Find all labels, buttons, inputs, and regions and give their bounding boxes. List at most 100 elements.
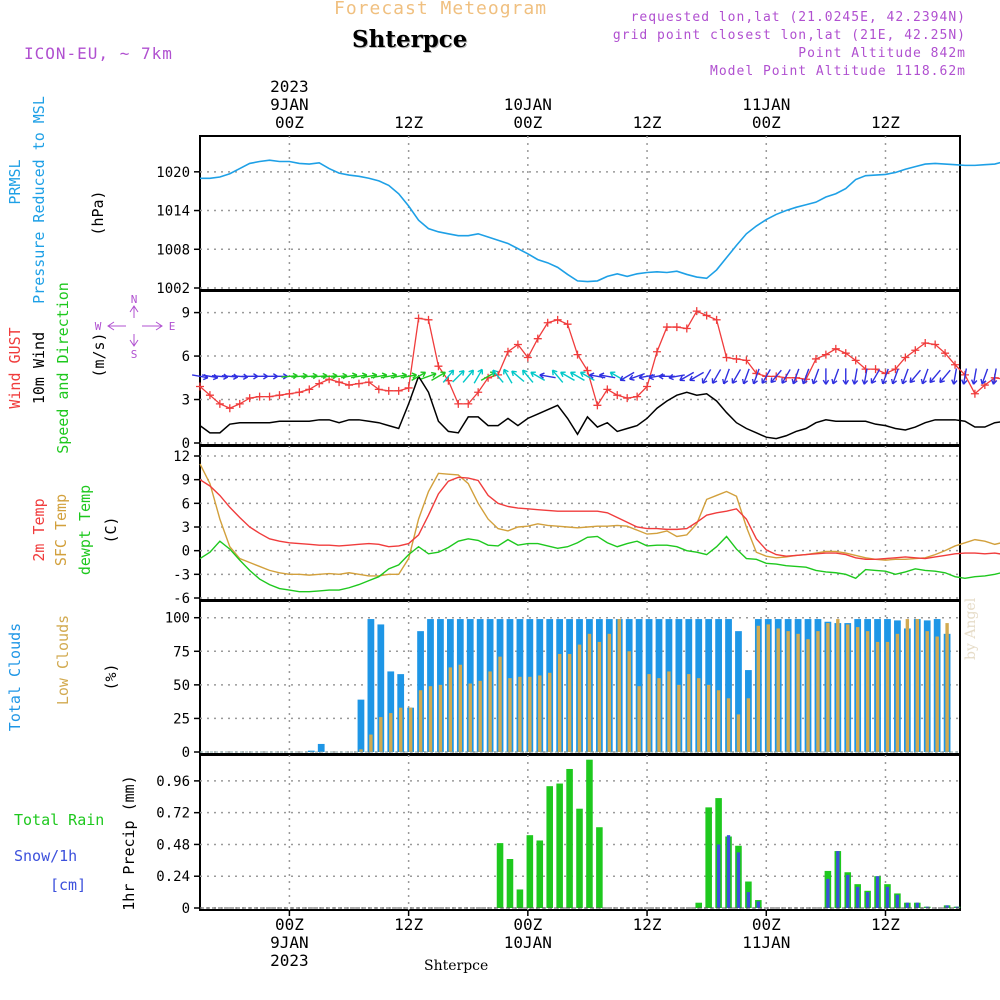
low-cloud-bar	[905, 619, 910, 752]
gust-marker	[702, 311, 711, 320]
gust-marker	[821, 350, 830, 359]
wind-direction-arrowhead	[741, 378, 749, 385]
wind-direction-arrowhead	[539, 372, 545, 379]
gust-marker	[345, 381, 354, 390]
low-cloud-bar	[697, 678, 701, 752]
ytick-label-clouds: 100	[165, 611, 190, 627]
low-cloud-bar	[637, 686, 641, 752]
gust-marker	[295, 388, 304, 397]
snow-bar	[955, 906, 959, 908]
bottom-date-label: 9JAN	[270, 933, 309, 952]
snow-bar	[945, 905, 949, 908]
rain-label: Total Rain	[14, 811, 104, 829]
low-cloud-bar	[915, 619, 919, 752]
wind-direction-arrowhead	[822, 379, 830, 385]
wind-direction-arrowhead	[658, 373, 664, 380]
low-cloud-bar	[369, 734, 373, 752]
gust-marker	[315, 379, 324, 388]
bottom-time-label: 12Z	[633, 915, 662, 934]
low-cloud-bar	[826, 623, 830, 752]
wind-direction-arrow	[792, 368, 800, 385]
low-cloud-bar	[846, 624, 850, 752]
wind-direction-arrow	[723, 368, 730, 385]
snow-bar	[875, 876, 880, 908]
wind-direction-arrow	[390, 374, 407, 379]
wind-direction-arrow	[781, 369, 791, 384]
panel-frame-precip	[199, 754, 961, 911]
wind-direction-arrowhead	[609, 371, 616, 378]
wind-direction-arrow	[341, 374, 358, 379]
wind-direction-arrowhead	[851, 379, 859, 385]
wind-direction-arrow	[702, 369, 712, 384]
wind-direction-arrow	[882, 368, 889, 385]
wind-direction-arrow	[711, 369, 722, 384]
wind-direction-arrow	[360, 374, 377, 379]
bottom-time-label: 00Z	[513, 915, 542, 934]
low-cloud-bar	[518, 676, 522, 752]
wind-direction-arrowhead	[811, 378, 818, 385]
gust-marker	[941, 349, 950, 358]
low-cloud-bar	[408, 707, 413, 752]
ytick-label-temperature: 0	[182, 544, 190, 560]
wind-gust-label: Wind GUST	[6, 327, 24, 408]
wind-direction-arrowhead	[648, 373, 655, 381]
compass-s: S	[131, 348, 138, 361]
wind-direction-arrowhead	[668, 373, 674, 381]
wind-direction-arrowhead	[430, 371, 437, 378]
wind-speed-line	[199, 374, 1000, 440]
gust-marker	[354, 379, 363, 388]
gust-marker	[464, 399, 473, 408]
gust-marker	[474, 388, 483, 397]
pressure-label-desc: Pressure Reduced to MSL	[30, 96, 48, 304]
wind-direction-arrow	[291, 374, 308, 378]
snow-bar	[905, 902, 909, 908]
wind-direction-arrowhead	[801, 378, 808, 385]
gust-marker	[523, 353, 532, 362]
ytick-label-clouds: 50	[173, 678, 190, 694]
total-cloud-bar	[367, 619, 375, 752]
compass-rose-icon	[107, 305, 163, 347]
wind-direction-arrowhead	[579, 371, 586, 378]
wind-direction-arrowhead	[920, 378, 927, 385]
gust-marker	[871, 365, 880, 374]
gust-marker	[831, 344, 840, 353]
wind-direction-arrowhead	[939, 377, 945, 384]
low-cloud-bar	[389, 713, 393, 752]
gust-line	[199, 310, 1000, 409]
total-cloud-bar	[635, 619, 643, 752]
wind-direction-arrow	[452, 370, 465, 383]
gust-marker	[851, 356, 860, 365]
wind-direction-arrowhead	[791, 378, 798, 385]
wind-direction-arrow	[350, 374, 367, 379]
low-cloud-bar	[687, 674, 691, 752]
gust-marker	[811, 354, 820, 363]
low-cloud-bar	[587, 633, 592, 752]
low-cloud-bar	[895, 633, 900, 752]
wind-direction-arrowhead	[909, 377, 916, 384]
total-cloud-bar	[725, 619, 732, 752]
wind-direction-arrow	[530, 371, 546, 381]
low-cloud-bar	[528, 676, 532, 752]
gust-marker	[196, 382, 204, 391]
wind-direction-arrow	[743, 368, 750, 385]
ytick-label-clouds: 0	[182, 745, 190, 761]
panel-frame-pressure	[199, 135, 961, 291]
low-cloud-bar	[438, 684, 443, 752]
rain-bar	[586, 759, 593, 908]
gust-marker	[633, 392, 642, 401]
low-cloud-bar	[399, 707, 403, 752]
wind-direction-arrowhead	[511, 370, 517, 377]
model-altitude: Model Point Altitude 1118.62m	[710, 64, 966, 79]
gust-marker	[364, 378, 373, 387]
gust-marker	[921, 339, 930, 348]
rain-bar	[526, 835, 534, 908]
low-cloud-bar	[617, 619, 621, 752]
gust-marker	[682, 324, 691, 333]
gust-marker	[593, 401, 602, 410]
wind-direction-arrowhead	[861, 379, 869, 385]
wind-direction-arrowhead	[890, 378, 898, 385]
ytick-label-temperature: 6	[182, 496, 190, 512]
ytick-label-temperature: -3	[173, 567, 190, 583]
wind-direction-arrowhead	[880, 378, 888, 385]
snow-bar	[756, 901, 760, 908]
